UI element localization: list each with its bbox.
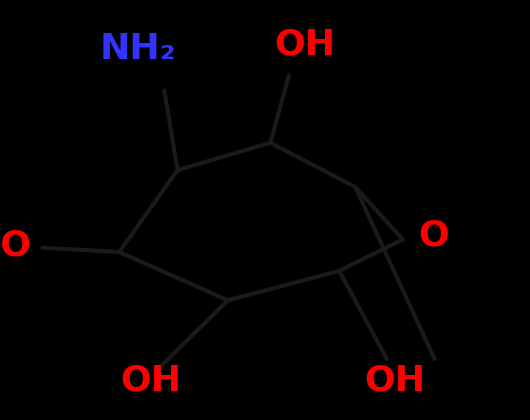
Text: HO: HO bbox=[0, 229, 32, 262]
Text: OH: OH bbox=[274, 28, 335, 62]
Text: OH: OH bbox=[120, 363, 182, 397]
Text: NH₂: NH₂ bbox=[100, 32, 176, 66]
Text: O: O bbox=[419, 218, 449, 252]
Text: OH: OH bbox=[364, 363, 426, 397]
